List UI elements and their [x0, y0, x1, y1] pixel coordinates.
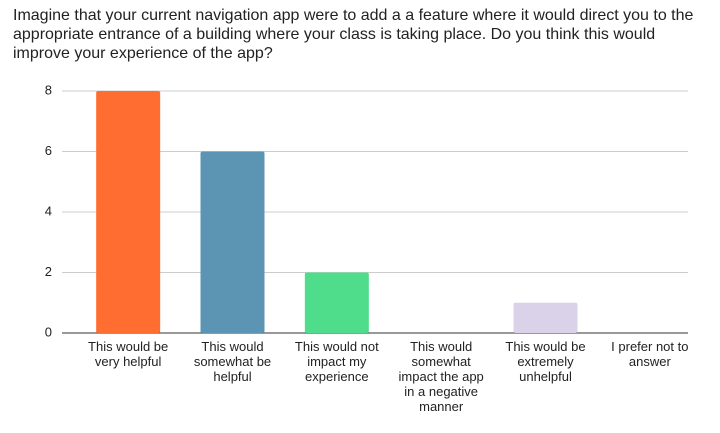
x-tick-label: This would be extremely unhelpful: [505, 339, 586, 384]
y-tick-label: 4: [45, 203, 52, 218]
y-tick-label: 2: [45, 264, 52, 279]
x-tick-label: This would be very helpful: [88, 339, 169, 369]
x-tick-label: This would somewhat be helpful: [193, 339, 272, 384]
bar: [304, 272, 369, 333]
x-tick-label: I prefer not to answer: [611, 339, 689, 369]
x-tick-label: This would somewhat impact the app in a …: [398, 339, 484, 414]
chart-title: Imagine that your current navigation app…: [13, 7, 694, 62]
x-tick-label: This would not impact my experience: [294, 339, 379, 384]
bar: [200, 151, 265, 333]
y-tick-label: 6: [45, 143, 52, 158]
y-tick-label: 8: [45, 82, 52, 97]
bar: [513, 302, 578, 333]
bar: [96, 91, 161, 333]
y-tick-label: 0: [45, 324, 52, 339]
